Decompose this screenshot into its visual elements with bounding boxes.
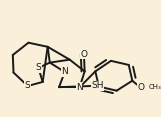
Text: S: S [25, 82, 31, 90]
Text: S: S [36, 63, 41, 72]
Text: SH: SH [91, 82, 104, 90]
Text: O: O [80, 50, 87, 59]
Text: CH₃: CH₃ [149, 84, 161, 90]
Text: N: N [61, 68, 68, 76]
Text: N: N [76, 83, 83, 92]
Text: O: O [137, 83, 144, 92]
